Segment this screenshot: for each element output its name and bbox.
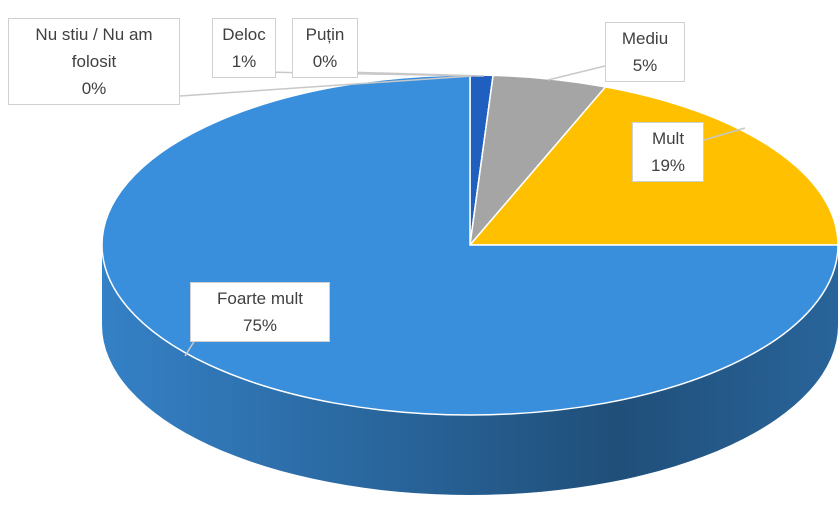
label-value: 5% — [632, 56, 658, 75]
label-value: 19% — [650, 156, 686, 175]
data-label: Foarte mult 75% — [190, 282, 330, 342]
label-name: Foarte mult — [217, 289, 303, 308]
data-label: Mediu 5% — [605, 22, 685, 82]
label-value: 0% — [81, 79, 107, 98]
leader-line — [184, 339, 196, 357]
label-name: Puțin — [305, 25, 345, 44]
data-label: Deloc 1% — [212, 18, 276, 78]
data-label: Mult 19% — [632, 122, 704, 182]
leader-line — [547, 65, 606, 81]
side-shade — [102, 245, 838, 495]
leader-line — [179, 75, 473, 97]
label-name: Nu stiu / Nu am folosit — [35, 25, 153, 71]
leader-line — [344, 71, 485, 77]
data-label: Puțin 0% — [292, 18, 358, 78]
label-name: Mult — [651, 129, 685, 148]
label-value: 0% — [312, 52, 338, 71]
label-value: 75% — [242, 316, 278, 335]
leader-line — [703, 127, 746, 141]
label-value: 1% — [231, 52, 257, 71]
data-label: Nu stiu / Nu am folosit 0% — [8, 18, 180, 105]
label-name: Deloc — [222, 25, 266, 44]
label-name: Mediu — [621, 29, 669, 48]
